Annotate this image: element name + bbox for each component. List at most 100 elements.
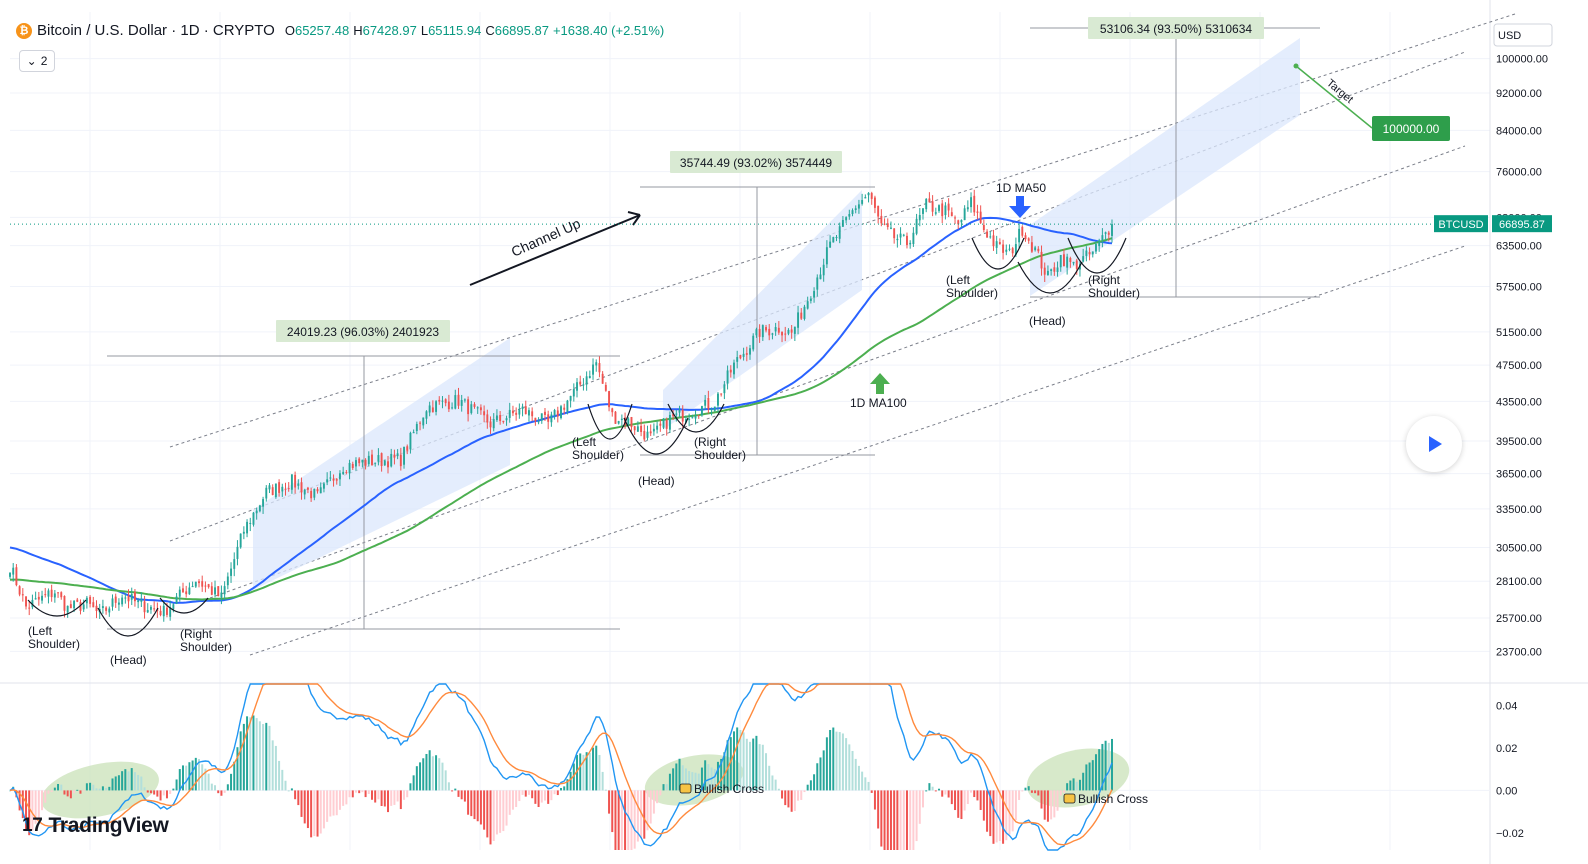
candle-body <box>188 587 191 595</box>
candle-body <box>938 205 940 211</box>
macd-histogram-bar <box>41 790 44 811</box>
macd-histogram-bar <box>518 790 521 802</box>
bullish-cross-highlight <box>1026 748 1130 808</box>
symbol-title[interactable]: Bitcoin / U.S. Dollar · 1D · CRYPTO <box>37 22 275 39</box>
macd-histogram-bar <box>9 790 11 792</box>
macd-histogram-bar <box>98 788 101 791</box>
candle-body <box>162 605 165 617</box>
macd-histogram-bar <box>37 790 40 819</box>
macd-histogram-bar <box>364 790 367 798</box>
price-tick-label: 57500.00 <box>1496 281 1542 293</box>
macd-histogram-bar <box>146 790 149 793</box>
macd-histogram-bar <box>649 790 652 824</box>
macd-histogram-bar <box>886 790 889 850</box>
candle-body <box>329 477 332 479</box>
candle-body <box>403 446 405 465</box>
head-label: (Head) <box>1029 314 1066 328</box>
candle-body <box>822 264 825 276</box>
candle-body <box>934 212 937 214</box>
macd-histogram-bar <box>777 788 780 791</box>
right-shoulder-label: (Right <box>1088 273 1121 287</box>
candle-body <box>540 413 543 421</box>
macd-histogram-bar <box>34 790 37 824</box>
macd-histogram-bar <box>338 790 341 810</box>
macd-histogram-bar <box>495 790 498 835</box>
candle-body <box>194 581 197 587</box>
candle-body <box>931 201 934 212</box>
macd-histogram-bar <box>902 790 905 850</box>
candle-body <box>678 410 681 413</box>
candle-body <box>428 405 431 413</box>
macd-histogram-bar <box>92 784 95 791</box>
candle-body <box>883 223 886 225</box>
candle-body <box>172 604 175 609</box>
macd-histogram-bar <box>220 790 223 796</box>
candle-body <box>816 277 819 290</box>
price-axis[interactable]: USD100000.0092000.0084000.0076000.006800… <box>1434 23 1553 840</box>
macd-histogram-bar <box>707 764 710 791</box>
macd-histogram-bar <box>979 790 982 810</box>
macd-histogram-bar <box>806 784 809 791</box>
macd-histogram-bar <box>771 775 774 791</box>
candle-body <box>242 531 245 534</box>
candle-body <box>50 589 53 598</box>
macd-histogram-bar <box>268 725 271 791</box>
candle-body <box>966 207 969 210</box>
bullish-cross-label: Bullish Cross <box>1078 792 1148 806</box>
target-line <box>1295 65 1373 129</box>
macd-histogram-bar <box>854 758 857 791</box>
macd-histogram-bar <box>938 788 941 791</box>
macd-histogram-bar <box>787 790 790 808</box>
left-shoulder-label: (Left <box>572 435 597 449</box>
candle-body <box>784 333 787 335</box>
candle-body <box>960 220 963 223</box>
candle-body <box>550 414 553 423</box>
candle-body <box>226 576 229 586</box>
macd-histogram-bar <box>121 771 124 791</box>
candle-body <box>262 499 265 507</box>
macd-pane: Bullish Cross Bullish Cross <box>9 683 1490 851</box>
left-shoulder-label: Shoulder) <box>28 637 80 651</box>
macd-histogram-bar <box>159 790 162 801</box>
macd-histogram-bar <box>1043 790 1046 820</box>
macd-histogram-bar <box>508 790 511 815</box>
candle-body <box>758 328 761 337</box>
indicator-collapse-button[interactable]: ⌄ 2 <box>19 50 55 72</box>
left-shoulder-label: Shoulder) <box>572 448 624 462</box>
target-value: 100000.00 <box>1383 122 1440 136</box>
candle-body <box>992 235 995 247</box>
macd-histogram-bar <box>111 778 114 791</box>
macd-histogram-bar <box>595 745 598 791</box>
candle-body <box>691 417 694 419</box>
candle-body <box>133 592 136 602</box>
macd-histogram-bar <box>233 761 236 791</box>
macd-histogram-bar <box>851 750 854 791</box>
macd-histogram-bar <box>1046 790 1049 822</box>
macd-histogram-bar <box>454 788 457 791</box>
macd-tick-label: 0.00 <box>1496 785 1517 797</box>
macd-histogram-bar <box>105 787 108 791</box>
macd-histogram-bar <box>300 790 303 817</box>
play-button[interactable] <box>1406 416 1462 472</box>
candle-body <box>140 599 143 602</box>
candle-body <box>825 247 828 265</box>
candle-body <box>121 597 124 605</box>
play-icon <box>1429 436 1442 452</box>
candle-body <box>973 195 976 213</box>
left-shoulder-label: (Left <box>946 273 971 287</box>
macd-histogram-bar <box>1053 790 1056 818</box>
macd-histogram-bar <box>419 762 422 791</box>
macd-histogram-bar <box>829 729 832 791</box>
macd-histogram-bar <box>399 790 402 810</box>
candle-body <box>492 419 495 429</box>
candle-body <box>316 489 319 492</box>
candle-body <box>31 599 34 608</box>
macd-histogram-bar <box>675 763 678 791</box>
candle-body <box>476 407 479 409</box>
macd-histogram-bar <box>659 790 662 796</box>
candle-body <box>845 217 848 221</box>
candle-body <box>12 567 15 575</box>
hand-icon <box>1063 793 1076 804</box>
